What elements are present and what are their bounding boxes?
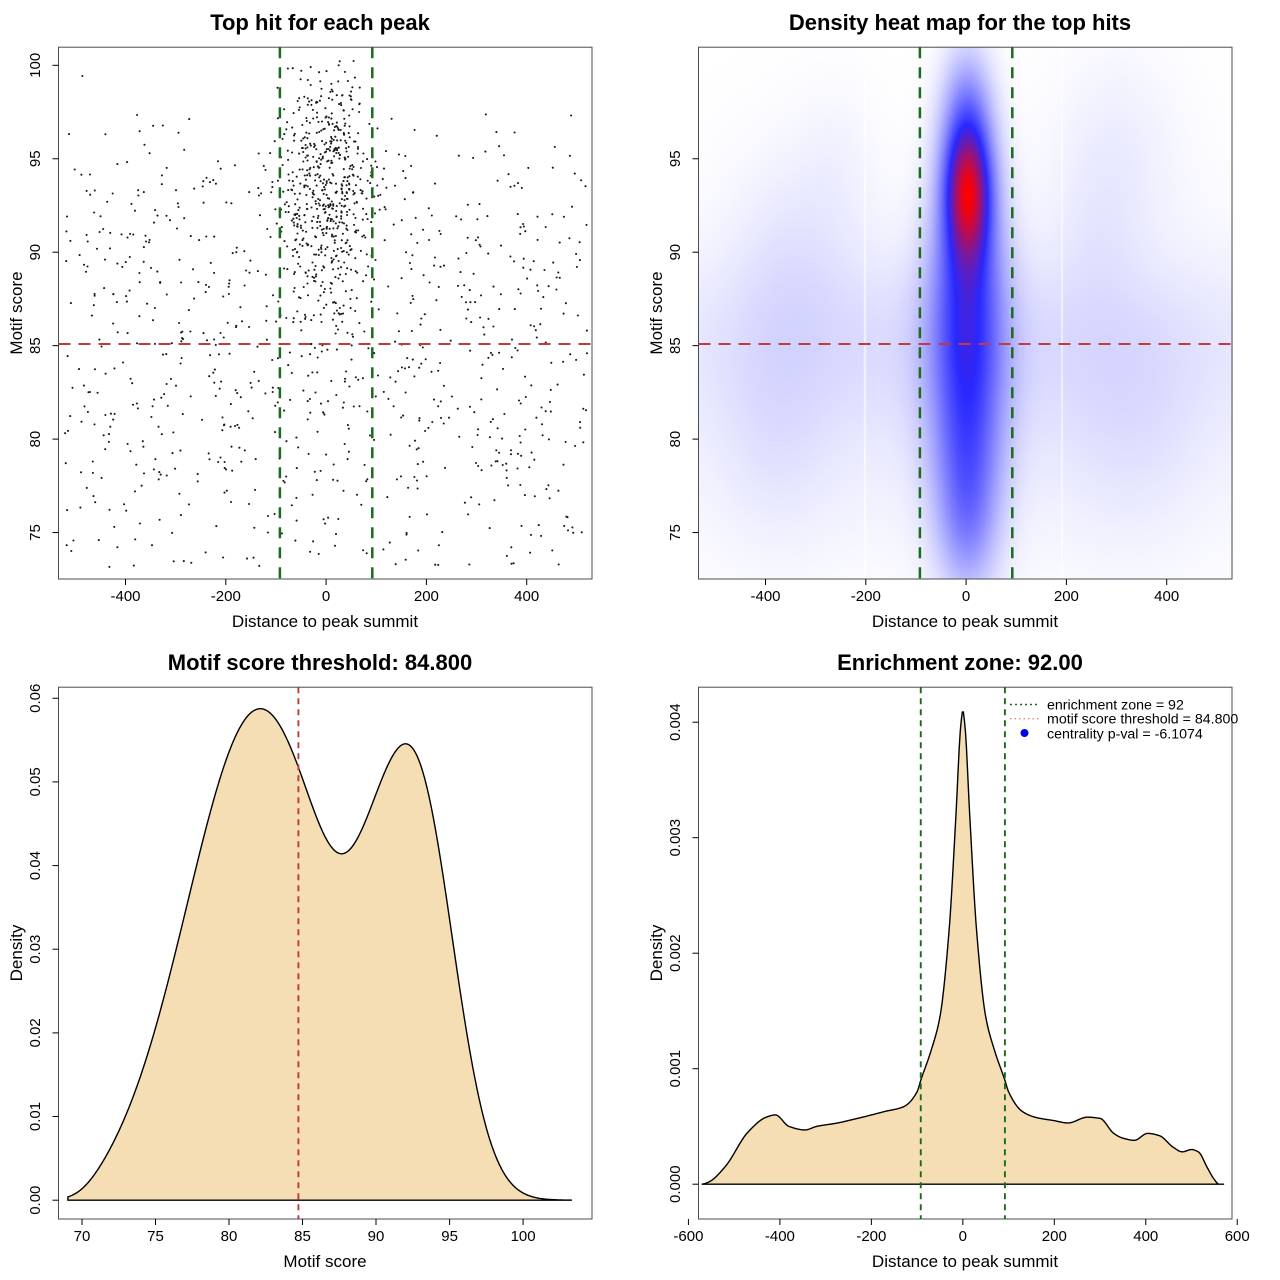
- svg-text:200: 200: [414, 588, 439, 605]
- svg-text:90: 90: [667, 244, 684, 261]
- svg-text:Enrichment zone: 92.00: Enrichment zone: 92.00: [837, 650, 1083, 675]
- svg-text:200: 200: [1042, 1228, 1067, 1245]
- svg-text:0.002: 0.002: [667, 934, 684, 972]
- svg-text:Density: Density: [7, 924, 26, 981]
- svg-text:95: 95: [667, 150, 684, 167]
- svg-text:0.003: 0.003: [667, 819, 684, 857]
- svg-text:85: 85: [667, 337, 684, 354]
- svg-text:Distance to peak summit: Distance to peak summit: [872, 1252, 1058, 1271]
- svg-text:0.04: 0.04: [27, 851, 44, 880]
- svg-text:Density: Density: [647, 924, 666, 981]
- svg-text:80: 80: [221, 1228, 238, 1245]
- svg-text:-400: -400: [110, 588, 140, 605]
- svg-text:0: 0: [322, 588, 330, 605]
- svg-text:0.03: 0.03: [27, 935, 44, 964]
- svg-text:0: 0: [959, 1228, 967, 1245]
- svg-text:0: 0: [962, 588, 970, 605]
- svg-text:200: 200: [1054, 588, 1079, 605]
- svg-text:Motif score: Motif score: [283, 1252, 366, 1271]
- svg-text:motif score threshold = 84.800: motif score threshold = 84.800: [1047, 712, 1238, 728]
- svg-text:80: 80: [27, 431, 44, 448]
- svg-text:0.06: 0.06: [27, 684, 44, 713]
- svg-text:-200: -200: [851, 588, 881, 605]
- svg-text:0.001: 0.001: [667, 1050, 684, 1088]
- svg-text:0.05: 0.05: [27, 767, 44, 796]
- svg-text:95: 95: [27, 150, 44, 167]
- svg-text:0.01: 0.01: [27, 1102, 44, 1131]
- svg-text:-400: -400: [765, 1228, 795, 1245]
- svg-text:85: 85: [27, 337, 44, 354]
- svg-text:-600: -600: [673, 1228, 703, 1245]
- svg-text:100: 100: [27, 53, 44, 78]
- svg-text:75: 75: [27, 524, 44, 541]
- svg-text:0.00: 0.00: [27, 1186, 44, 1215]
- svg-text:70: 70: [74, 1228, 91, 1245]
- svg-text:Distance to peak summit: Distance to peak summit: [232, 612, 418, 631]
- svg-text:400: 400: [514, 588, 539, 605]
- svg-text:400: 400: [1154, 588, 1179, 605]
- svg-text:Motif score: Motif score: [7, 271, 26, 354]
- svg-text:Distance to peak summit: Distance to peak summit: [872, 612, 1058, 631]
- svg-text:90: 90: [27, 244, 44, 261]
- svg-text:-200: -200: [856, 1228, 886, 1245]
- svg-text:0.02: 0.02: [27, 1018, 44, 1047]
- svg-text:Motif score: Motif score: [647, 271, 666, 354]
- svg-text:85: 85: [294, 1228, 311, 1245]
- svg-text:Motif score threshold: 84.800: Motif score threshold: 84.800: [168, 650, 472, 675]
- svg-text:100: 100: [511, 1228, 536, 1245]
- svg-text:75: 75: [147, 1228, 164, 1245]
- svg-text:centrality p-val = -6.1074: centrality p-val = -6.1074: [1047, 726, 1203, 742]
- svg-text:400: 400: [1133, 1228, 1158, 1245]
- svg-text:80: 80: [667, 431, 684, 448]
- svg-text:75: 75: [667, 524, 684, 541]
- svg-text:0.000: 0.000: [667, 1165, 684, 1203]
- svg-text:Top hit for each peak: Top hit for each peak: [210, 10, 430, 35]
- svg-text:90: 90: [368, 1228, 385, 1245]
- svg-text:600: 600: [1225, 1228, 1250, 1245]
- svg-text:95: 95: [441, 1228, 458, 1245]
- svg-text:-200: -200: [211, 588, 241, 605]
- svg-text:-400: -400: [750, 588, 780, 605]
- svg-text:0.004: 0.004: [667, 703, 684, 741]
